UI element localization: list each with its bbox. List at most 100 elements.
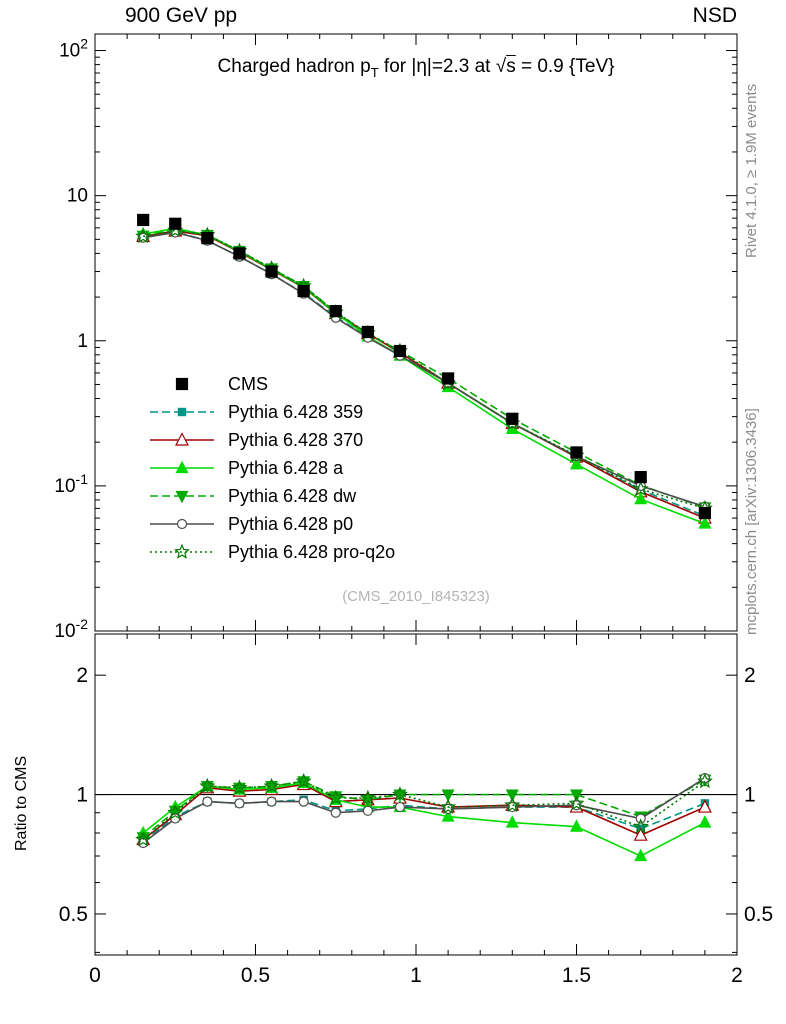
- marker-cms: [698, 506, 712, 520]
- legend-label-dw: Pythia 6.428 dw: [228, 485, 357, 506]
- main-y-tick-label: 10-2: [54, 616, 88, 642]
- marker-370: [633, 827, 648, 841]
- marker-a: [570, 819, 583, 832]
- legend-label-a: Pythia 6.428 a: [228, 457, 344, 478]
- sqrt-sign: √: [495, 56, 507, 77]
- marker-cms: [233, 247, 246, 260]
- marker-a: [698, 516, 712, 529]
- marker-359: [177, 407, 187, 417]
- marker-370: [697, 799, 712, 813]
- marker-cms: [442, 372, 455, 385]
- marker-a: [175, 460, 189, 474]
- marker-cms: [361, 325, 374, 339]
- legend-swatch-cms: [175, 377, 189, 391]
- marker-cms: [393, 344, 407, 358]
- legend-swatch-p0: [150, 518, 214, 530]
- marker-a: [634, 491, 648, 505]
- marker-dw: [505, 789, 519, 802]
- x-tick-label: 2: [731, 964, 743, 987]
- marker-p0: [362, 805, 373, 816]
- marker-pro-q2o: [295, 772, 312, 789]
- marker-cms: [201, 231, 214, 245]
- series-line-dw: [143, 228, 706, 509]
- ratio-y-tick-label: 2: [76, 664, 88, 687]
- marker-cms: [570, 446, 583, 459]
- legend-item-359: Pythia 6.428 359: [146, 398, 395, 426]
- main-y-tick-label: 10: [67, 186, 88, 207]
- legend-swatch-370: [150, 432, 214, 446]
- marker-pro-q2o: [568, 795, 585, 811]
- legend-label-p0: Pythia 6.428 p0: [228, 513, 354, 534]
- marker-pro-q2o: [504, 796, 521, 812]
- marker-cms: [297, 284, 310, 298]
- marker-pro-q2o: [632, 480, 649, 496]
- ratio-y-tick-label-right: 0.5: [744, 903, 773, 926]
- legend-item-370: Pythia 6.428 370: [146, 426, 395, 454]
- marker-cms: [634, 470, 647, 484]
- marker-pro-q2o: [391, 786, 408, 802]
- marker-p0: [394, 801, 406, 813]
- marker-a: [698, 815, 712, 828]
- marker-pro-q2o: [135, 228, 152, 244]
- legend-swatch-pro-q2o: [150, 543, 214, 559]
- x-tick-label: 1: [410, 964, 422, 987]
- marker-p0: [138, 232, 149, 243]
- legend-item-cms: CMS: [146, 370, 395, 398]
- x-tick-label: 1.5: [562, 964, 591, 987]
- marker-cms: [175, 377, 189, 391]
- legend-item-pro-q2o: Pythia 6.428 pro-q2o: [146, 538, 395, 566]
- title-mid: for |η|=2.3 at: [378, 56, 496, 77]
- rivet-version-note: Rivet 4.1.0, ≥ 1.9M events: [743, 83, 760, 258]
- marker-pro-q2o: [167, 804, 184, 820]
- marker-pro-q2o: [199, 777, 216, 793]
- x-tick-label: 0: [89, 964, 101, 987]
- legend-label-359: Pythia 6.428 359: [228, 401, 364, 422]
- marker-p0: [202, 796, 213, 807]
- title-post: = 0.9 {TeV}: [515, 56, 615, 77]
- marker-pro-q2o: [135, 831, 152, 847]
- marker-a: [441, 809, 455, 822]
- marker-p0: [330, 807, 341, 818]
- ratio-y-tick-label-right: 1: [744, 784, 756, 807]
- legend-label-cms: CMS: [228, 373, 268, 394]
- plot-title: Charged hadron pT for |η|=2.3 at √s = 0.…: [95, 56, 737, 80]
- marker-cms: [265, 265, 278, 278]
- marker-a: [570, 456, 583, 470]
- series-line-p0: [142, 777, 706, 844]
- series-line-dw: [142, 779, 706, 839]
- title-pre: Charged hadron p: [217, 56, 371, 77]
- legend-label-370: Pythia 6.428 370: [228, 429, 364, 450]
- legend-label-pro-q2o: Pythia 6.428 pro-q2o: [228, 541, 396, 562]
- marker-pro-q2o: [263, 777, 280, 793]
- marker-p0: [298, 796, 309, 807]
- marker-p0: [266, 796, 277, 807]
- marker-pro-q2o: [231, 779, 248, 795]
- legend-item-p0: Pythia 6.428 p0: [146, 510, 395, 538]
- main-y-tick-label: 1: [77, 331, 88, 352]
- analysis-id-watermark: (CMS_2010_I845323): [342, 588, 490, 605]
- marker-370: [175, 432, 189, 446]
- main-y-tick-label: 102: [59, 36, 88, 62]
- marker-pro-q2o: [632, 818, 649, 834]
- legend-swatch-359: [150, 407, 214, 417]
- marker-cms: [506, 412, 519, 425]
- marker-pro-q2o: [440, 798, 457, 814]
- marker-a: [505, 815, 519, 828]
- legend-item-dw: Pythia 6.428 dw: [146, 482, 395, 510]
- title-subscript: T: [370, 64, 379, 80]
- legend: CMS Pythia 6.428 359 Pythia 6.428 370 Pythi…: [146, 370, 395, 566]
- main-y-tick-label: 10-1: [54, 471, 88, 497]
- cms-data-points: [137, 213, 712, 520]
- marker-cms: [329, 305, 342, 318]
- beam-energy-label: 900 GeV pp: [125, 4, 238, 27]
- event-class-label: NSD: [692, 4, 737, 27]
- marker-pro-q2o: [359, 789, 376, 805]
- legend-item-a: Pythia 6.428 a: [146, 454, 395, 482]
- tick-labels: 102 10 1 10-1 10-2 2 2 1 1 0.5 0.5 0 0.5 1 1.5 2: [54, 36, 773, 987]
- marker-pro-q2o: [174, 543, 190, 559]
- ratio-y-tick-label: 1: [76, 784, 88, 807]
- axes: [94, 33, 738, 956]
- marker-cms: [169, 217, 182, 230]
- series-line-370: [142, 783, 706, 841]
